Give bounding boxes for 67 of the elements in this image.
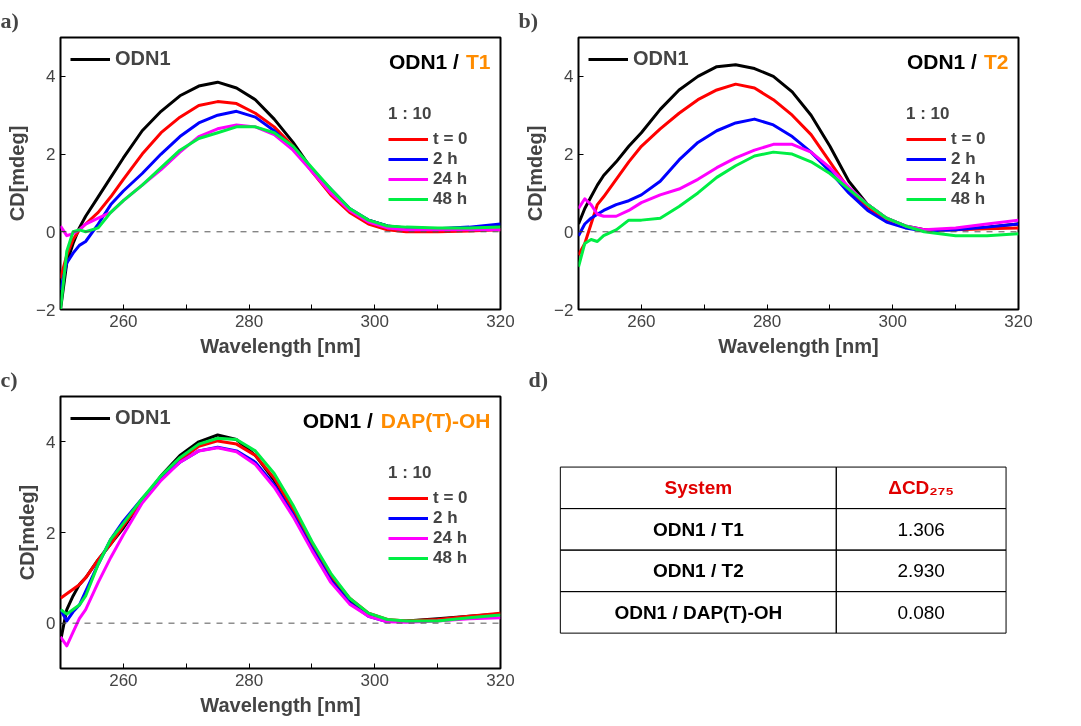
- y-tick-label: 2: [46, 145, 56, 165]
- x-tick-label: 260: [627, 311, 656, 331]
- x-axis-title: Wavelength [nm]: [718, 334, 879, 357]
- text: System: [664, 477, 733, 499]
- legend-label: t = 0: [951, 129, 986, 149]
- annotation: 1 : 10: [388, 104, 433, 124]
- x-tick-label: 320: [1004, 311, 1033, 331]
- x-tick-label: 300: [878, 311, 907, 331]
- y-tick-label: −2: [36, 300, 56, 320]
- annotation: T1: [465, 49, 491, 73]
- y-tick-label: 4: [46, 67, 56, 87]
- legend-label: 24 h: [433, 169, 468, 189]
- chart-title: a): [0, 7, 19, 33]
- legend-label: ODN1: [115, 406, 171, 429]
- legend-label: t = 0: [433, 488, 468, 508]
- annotation: 1 : 10: [906, 104, 951, 124]
- x-tick-label: 320: [486, 670, 515, 690]
- legend-label: 2 h: [951, 149, 976, 169]
- x-tick-label: 280: [234, 311, 264, 331]
- x-tick-label: 320: [486, 311, 515, 331]
- y-axis-title: CD[mdeg]: [524, 125, 547, 222]
- annotation: ODN1 /: [906, 49, 978, 73]
- legend-label: 24 h: [951, 169, 986, 189]
- annotation: T2: [983, 49, 1009, 73]
- x-tick-label: 280: [234, 670, 264, 690]
- legend-label: 48 h: [433, 189, 468, 209]
- text: 1.306: [897, 518, 945, 540]
- y-tick-label: 2: [564, 145, 574, 165]
- legend-label: 48 h: [433, 548, 468, 568]
- text: 0.080: [897, 601, 945, 623]
- y-tick-label: 2: [46, 523, 56, 543]
- legend-label: 2 h: [433, 508, 458, 528]
- y-tick-label: 0: [564, 222, 574, 242]
- legend-label: t = 0: [433, 129, 468, 149]
- legend-label: ODN1: [115, 47, 171, 70]
- text: d): [528, 366, 549, 392]
- x-tick-label: 300: [360, 670, 389, 690]
- legend-label: ODN1: [633, 47, 689, 70]
- x-tick-label: 260: [109, 311, 138, 331]
- legend-label: 2 h: [433, 149, 458, 169]
- category-label: ODN1 / DAP(T)-OH: [614, 601, 783, 623]
- annotation: ODN1 /: [388, 49, 460, 73]
- x-tick-label: 260: [109, 670, 138, 690]
- y-tick-label: 0: [46, 222, 56, 242]
- y-tick-label: −2: [554, 300, 574, 320]
- x-tick-label: 300: [360, 311, 389, 331]
- category-label: ODN1 / T1: [652, 518, 745, 540]
- chart-title: b): [518, 7, 539, 33]
- chart-title: c): [0, 366, 18, 392]
- y-tick-label: 4: [564, 67, 574, 87]
- y-axis-title: CD[mdeg]: [6, 125, 29, 222]
- line-series: [578, 150, 1019, 269]
- x-axis-title: Wavelength [nm]: [200, 334, 361, 357]
- annotation: DAP(T)-OH: [380, 408, 491, 432]
- x-tick-label: 280: [752, 311, 782, 331]
- annotation: ODN1 /: [302, 408, 373, 432]
- category-label: ODN1 / T2: [652, 560, 744, 582]
- legend-label: 48 h: [951, 189, 986, 209]
- text: ΔCD₂₇₅: [888, 477, 955, 499]
- y-tick-label: 4: [46, 432, 56, 452]
- text: 2.930: [897, 560, 945, 582]
- x-axis-title: Wavelength [nm]: [200, 693, 361, 716]
- y-axis-title: CD[mdeg]: [16, 484, 39, 581]
- annotation: 1 : 10: [388, 463, 433, 483]
- legend-label: 24 h: [433, 528, 468, 548]
- y-tick-label: 0: [46, 614, 56, 634]
- line-series: [60, 125, 501, 310]
